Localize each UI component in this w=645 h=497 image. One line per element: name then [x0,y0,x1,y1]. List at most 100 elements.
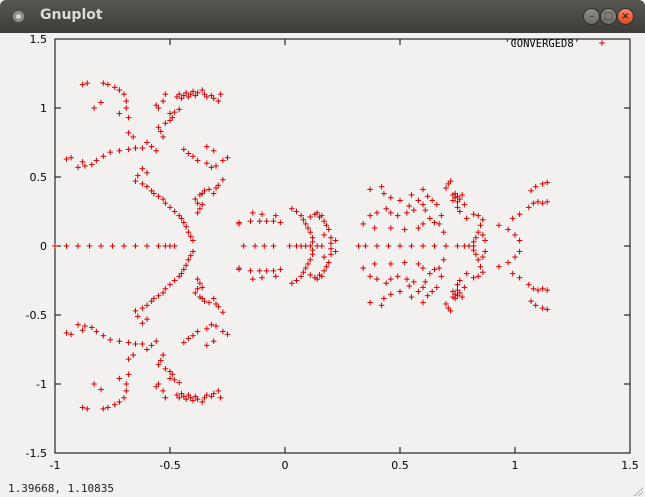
data-point [332,237,339,244]
data-point [378,302,385,309]
data-point [162,285,169,292]
data-point [139,165,146,172]
data-point [217,395,224,401]
data-point [178,270,185,277]
data-point [528,298,534,304]
data-point [123,381,130,387]
data-point [206,299,212,306]
data-point [394,273,401,280]
data-point [261,243,268,249]
scatter-chart[interactable]: -1 -0.5 0 0.5 1 1.5-1.5-1-0.500.511.5 'CONVERG… [0,33,645,481]
data-point [420,201,426,208]
data-point [215,182,222,189]
data-point [144,139,150,146]
data-point [162,200,169,207]
data-point [79,404,86,411]
data-point [408,243,415,249]
resize-grip-icon[interactable] [633,486,643,496]
minimize-button[interactable]: – [584,9,599,24]
data-point [162,91,169,97]
data-point [443,301,449,307]
data-point [93,157,100,164]
data-point [224,331,231,338]
data-point [112,401,118,408]
data-point [431,243,438,249]
data-point [355,243,362,249]
data-point [539,200,546,207]
close-button[interactable]: × [618,9,633,24]
data-point [144,183,150,190]
data-point [482,237,488,244]
data-point [171,377,178,383]
data-point [459,294,465,300]
data-point [309,239,316,245]
data-point [187,233,194,240]
data-point [153,147,159,154]
data-point [194,200,201,207]
data-point [388,225,394,231]
data-point [319,243,325,249]
data-point [158,128,164,135]
data-point [289,280,295,287]
data-point [139,341,146,347]
data-point [116,338,123,345]
data-point [323,222,330,229]
data-point [454,199,461,205]
y-tick-label: -1.5 [26,447,47,460]
app-menu-icon[interactable] [13,11,24,22]
data-point [293,208,300,215]
data-point [123,105,130,111]
data-point [107,149,113,155]
data-point [530,200,537,207]
data-point [459,192,465,198]
data-point [438,273,445,280]
data-point [367,273,373,280]
data-point [463,215,470,222]
data-point [199,399,205,405]
window-titlebar[interactable]: Gnuplot – □ × [0,0,645,33]
data-point [98,99,104,106]
data-point [132,243,139,249]
data-point [452,295,458,302]
data-point [289,205,295,212]
data-point [63,330,70,336]
data-point [139,181,146,187]
data-point [194,396,201,402]
data-point [132,178,139,184]
maximize-button[interactable]: □ [601,9,616,24]
data-point [408,294,415,300]
data-point [440,229,447,235]
data-point [411,279,417,285]
data-point [155,361,162,368]
data-point [321,254,327,260]
data-point [470,239,477,245]
data-point [190,397,196,404]
data-point [210,390,217,397]
data-point [473,234,479,241]
data-point [236,221,242,227]
data-point [236,265,242,271]
data-point [171,109,178,115]
data-point [431,266,438,273]
data-point [431,219,438,226]
data-point [332,248,339,255]
data-point [298,273,304,280]
data-point [190,237,196,244]
data-point [153,102,159,109]
data-point [300,269,307,276]
data-point [116,399,123,405]
data-point [123,98,130,104]
data-point [286,243,293,249]
data-point [406,203,412,209]
data-point [197,205,203,212]
data-point [148,143,155,150]
data-point [183,90,189,96]
data-point [82,323,88,329]
data-point [183,262,189,269]
data-point [176,91,182,97]
data-point [383,280,389,287]
data-point [171,243,178,249]
plot-canvas[interactable]: -1 -0.5 0 0.5 1 1.5 -1.5 -1 -0.5 0 0.5 1 1.5 'CONVERG… [0,33,645,481]
x-tick-label: 0.5 [391,459,409,472]
data-point [206,186,212,193]
